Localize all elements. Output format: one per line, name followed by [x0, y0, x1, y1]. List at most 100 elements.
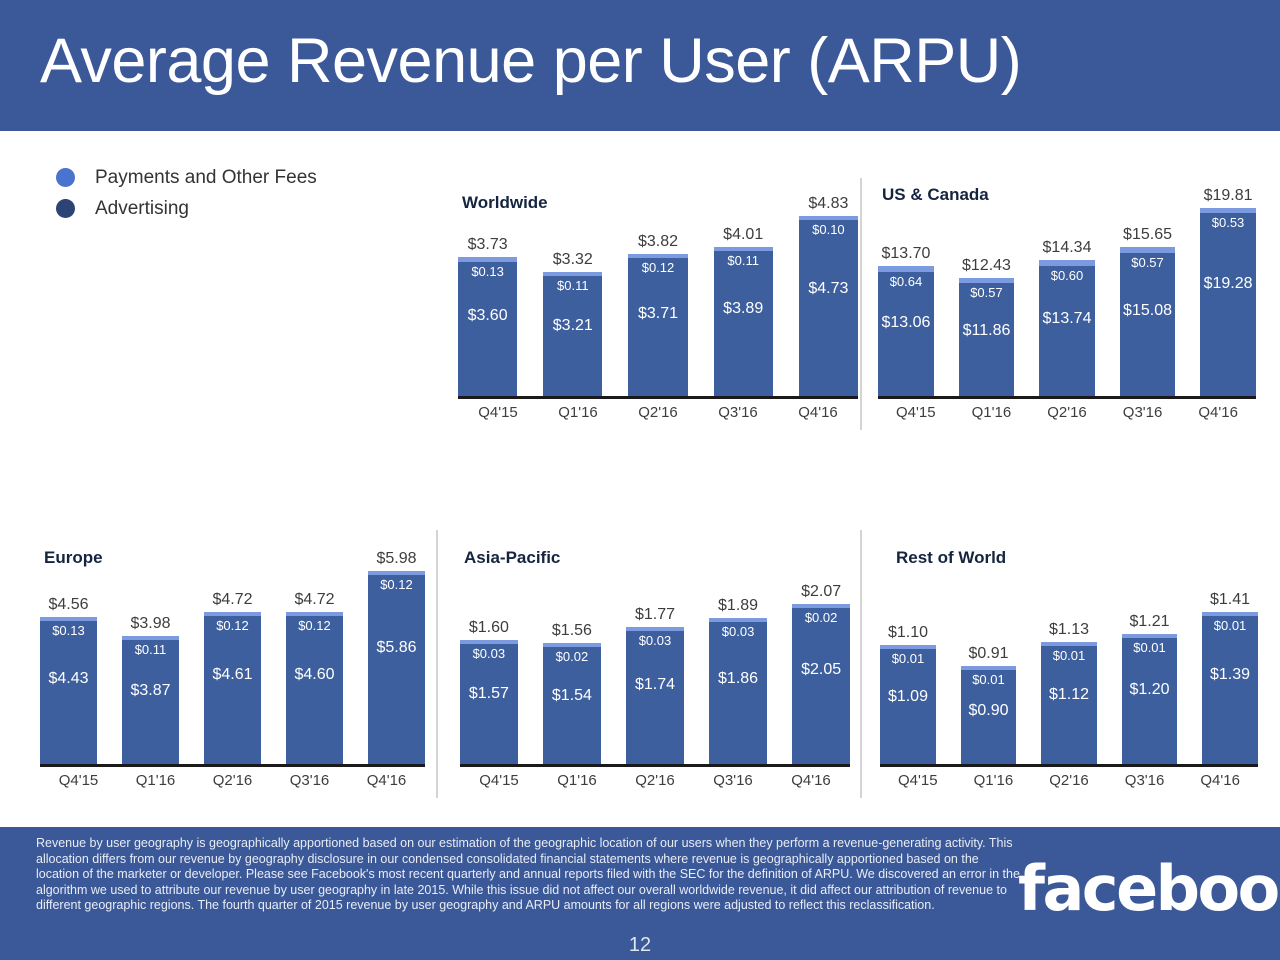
stacked-bar[interactable]: $0.64 $13.06: [878, 266, 934, 396]
x-axis-line: [458, 396, 858, 399]
bar-payments-label: $0.57: [1131, 254, 1164, 270]
bar-segment-payments: [880, 645, 936, 650]
bar-total-label: $5.98: [376, 550, 417, 567]
stacked-bar[interactable]: $0.01 $1.39: [1202, 612, 1258, 764]
x-axis-tick-label: Q2'16: [1047, 404, 1087, 421]
bar-slot[interactable]: $4.72 $0.12 $4.60: [286, 591, 343, 764]
bar-slot[interactable]: $2.07 $0.02 $2.05: [792, 583, 850, 764]
stacked-bar[interactable]: $0.02 $2.05: [792, 604, 850, 764]
bar-segment-payments: [460, 640, 518, 645]
bar-total-label: $4.83: [808, 195, 849, 212]
stacked-bar[interactable]: $0.02 $1.54: [543, 643, 601, 764]
stacked-bar[interactable]: $0.13 $4.43: [40, 616, 97, 764]
stacked-bar[interactable]: $0.12 $4.60: [286, 611, 343, 764]
bar-payments-label: $0.64: [889, 274, 923, 290]
stacked-bar[interactable]: $0.10 $4.73: [798, 216, 858, 396]
bar-slot[interactable]: $4.01 $0.11 $3.89: [713, 226, 773, 396]
bar-payments-label: $0.01: [1052, 648, 1086, 664]
x-axis-ticks: Q4'15 Q1'16 Q2'16 Q3'16 Q4'16: [458, 404, 858, 430]
bar-slot[interactable]: $14.34 $0.60 $13.74: [1039, 239, 1095, 396]
bar-segment-advertising: $0.11 $3.87: [122, 639, 179, 764]
bar-advertising-label: $11.86: [962, 321, 1011, 339]
bar-slot[interactable]: $3.98 $0.11 $3.87: [122, 615, 179, 764]
bar-payments-label: $0.01: [891, 651, 925, 667]
stacked-bar[interactable]: $0.13 $3.60: [458, 257, 518, 396]
stacked-bar[interactable]: $0.01 $1.09: [880, 645, 936, 764]
bar-group: $1.60 $0.03 $1.57 $1.56 $0.02 $1.54 $1.77 $0.03…: [460, 583, 850, 764]
bar-slot[interactable]: $1.10 $0.01 $1.09: [880, 624, 936, 764]
bar-segment-advertising: $0.01 $1.09: [880, 649, 936, 764]
bar-slot[interactable]: $3.32 $0.11 $3.21: [543, 251, 603, 396]
bar-segment-payments: [713, 246, 773, 251]
bar-slot[interactable]: $3.82 $0.12 $3.71: [628, 233, 688, 396]
x-axis-line: [880, 764, 1258, 767]
bar-segment-advertising: $0.02 $2.05: [792, 608, 850, 764]
chart-panel-worldwide: Worldwide $3.73 $0.13 $3.60 $3.32 $0.11 $3.21…: [458, 190, 858, 430]
bar-slot[interactable]: $4.56 $0.13 $4.43: [40, 596, 97, 764]
bar-payments-label: $0.03: [721, 623, 755, 639]
bar-slot[interactable]: $1.21 $0.01 $1.20: [1121, 613, 1178, 764]
bar-slot[interactable]: $1.41 $0.01 $1.39: [1202, 591, 1258, 764]
bar-total-label: $4.56: [48, 595, 89, 613]
bar-slot[interactable]: $1.60 $0.03 $1.57: [460, 619, 518, 764]
bar-total-label: $3.32: [552, 251, 593, 269]
x-axis-tick-label: Q3'16: [1122, 404, 1163, 421]
bar-payments-label: $0.03: [472, 646, 506, 662]
bar-payments-label: $0.02: [804, 610, 838, 625]
stacked-bar[interactable]: $0.53 $19.28: [1200, 208, 1256, 396]
stacked-bar[interactable]: $0.01 $1.20: [1121, 633, 1178, 764]
bar-total-label: $4.72: [212, 590, 253, 608]
bar-slot[interactable]: $5.98 $0.12 $5.86: [368, 550, 425, 764]
bar-segment-advertising: $0.53 $19.28: [1200, 213, 1256, 396]
legend-label-advertising: Advertising: [95, 197, 189, 219]
stacked-bar[interactable]: $0.11 $3.89: [713, 246, 773, 396]
bar-slot[interactable]: $15.65 $0.57 $15.08: [1119, 226, 1176, 396]
bar-total-label: $14.34: [1042, 238, 1092, 256]
stacked-bar[interactable]: $0.03 $1.74: [626, 627, 684, 764]
stacked-bar[interactable]: $0.01 $1.12: [1041, 642, 1097, 764]
bar-slot[interactable]: $13.70 $0.64 $13.06: [878, 245, 934, 396]
bar-slot[interactable]: $1.89 $0.03 $1.86: [709, 597, 767, 764]
bar-segment-advertising: $0.13 $4.43: [40, 621, 97, 764]
stacked-bar[interactable]: $0.01 $0.90: [960, 665, 1017, 764]
stacked-bar[interactable]: $0.12 $4.61: [204, 611, 261, 764]
bar-total-label: $19.81: [1203, 187, 1253, 204]
bar-advertising-label: $1.54: [551, 687, 592, 705]
x-axis-tick-label: Q4'15: [898, 772, 938, 789]
chart-title-worldwide: Worldwide: [462, 193, 548, 212]
x-axis-tick-label: Q3'16: [713, 772, 753, 789]
x-axis-line: [40, 764, 425, 767]
bar-segment-advertising: $0.03 $1.57: [460, 644, 518, 764]
stacked-bar[interactable]: $0.03 $1.86: [709, 617, 767, 764]
bar-slot[interactable]: $1.13 $0.01 $1.12: [1041, 621, 1097, 764]
stacked-bar[interactable]: $0.11 $3.87: [122, 635, 179, 764]
stacked-bar[interactable]: $0.57 $15.08: [1119, 247, 1176, 396]
x-axis-line: [460, 764, 850, 767]
bar-total-label: $4.72: [294, 590, 335, 608]
bar-slot[interactable]: $12.43 $0.57 $11.86: [958, 257, 1015, 396]
bar-slot[interactable]: $4.72 $0.12 $4.61: [204, 591, 261, 764]
bar-advertising-label: $3.71: [637, 304, 679, 322]
stacked-bar[interactable]: $0.12 $3.71: [628, 253, 688, 396]
bar-slot[interactable]: $0.91 $0.01 $0.90: [960, 645, 1017, 764]
stacked-bar[interactable]: $0.60 $13.74: [1039, 259, 1095, 396]
bar-slot[interactable]: $1.56 $0.02 $1.54: [543, 622, 601, 764]
bar-segment-payments: [458, 257, 518, 262]
bar-segment-payments: [709, 617, 767, 622]
stacked-bar[interactable]: $0.57 $11.86: [958, 278, 1015, 396]
bar-segment-advertising: $0.10 $4.73: [798, 220, 858, 396]
x-axis-tick-label: Q1'16: [971, 404, 1012, 421]
chart-panel-rest-of-world: Rest of World $1.10 $0.01 $1.09 $0.91 $0.01 $…: [880, 545, 1258, 798]
bar-slot[interactable]: $3.73 $0.13 $3.60: [458, 236, 518, 396]
stacked-bar[interactable]: $0.12 $5.86: [368, 571, 425, 764]
bar-slot[interactable]: $19.81 $0.53 $19.28: [1200, 187, 1256, 396]
chart-title-us-canada: US & Canada: [882, 185, 989, 204]
stacked-bar[interactable]: $0.11 $3.21: [543, 272, 603, 396]
footnote-text: Revenue by user geography is geographica…: [36, 836, 1020, 912]
stacked-bar[interactable]: $0.03 $1.57: [460, 640, 518, 764]
bar-total-label: $1.21: [1129, 612, 1170, 630]
bar-segment-payments: [1041, 642, 1097, 647]
bar-slot[interactable]: $1.77 $0.03 $1.74: [626, 606, 684, 764]
bar-total-label: $1.89: [718, 596, 759, 614]
bar-slot[interactable]: $4.83 $0.10 $4.73: [798, 195, 858, 396]
